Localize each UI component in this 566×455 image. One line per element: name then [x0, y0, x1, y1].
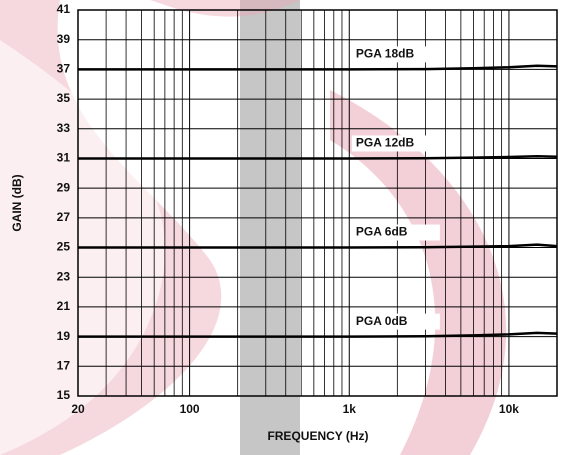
y-tick-label: 19 [57, 329, 71, 343]
y-tick-label: 29 [57, 180, 71, 194]
series-label-bg [351, 135, 440, 152]
y-axis-label: GAIN (dB) [10, 174, 24, 231]
series-label-bg [351, 313, 440, 330]
series-line [78, 154, 558, 160]
y-tick-label: 17 [57, 358, 71, 372]
x-tick-label: 10k [499, 402, 519, 416]
y-tick-label: 35 [57, 91, 71, 105]
series-label: PGA 0dB [356, 314, 408, 328]
series-label-bg [351, 46, 440, 63]
series-label-bg [351, 224, 440, 241]
y-tick-label: 37 [57, 62, 71, 76]
series-line [78, 331, 558, 338]
y-tick-label: 33 [57, 121, 71, 135]
y-tick-label: 25 [57, 240, 71, 254]
x-tick-label: 1k [343, 402, 357, 416]
y-tick-label: 39 [57, 32, 71, 46]
y-tick-label: 31 [57, 151, 71, 165]
y-tick-label: 15 [57, 388, 71, 402]
series-label: PGA 6dB [356, 225, 408, 239]
series-label: PGA 12dB [356, 136, 415, 150]
series-label: PGA 18dB [356, 47, 415, 61]
series-line [78, 243, 558, 249]
plot-area: 15 17 19 21 23 25 27 29 31 33 35 37 39 41 20 100 1k 10k PG… [57, 2, 558, 416]
x-tick-label: 100 [180, 402, 200, 416]
y-tick-label: 21 [57, 299, 71, 313]
y-tick-label: 41 [57, 2, 71, 16]
x-tick-label: 20 [71, 402, 85, 416]
y-tick-label: 23 [57, 269, 71, 283]
series-line [78, 64, 558, 71]
x-axis-label: FREQUENCY (Hz) [267, 429, 368, 443]
watermark [0, 0, 507, 455]
y-tick-label: 27 [57, 210, 71, 224]
